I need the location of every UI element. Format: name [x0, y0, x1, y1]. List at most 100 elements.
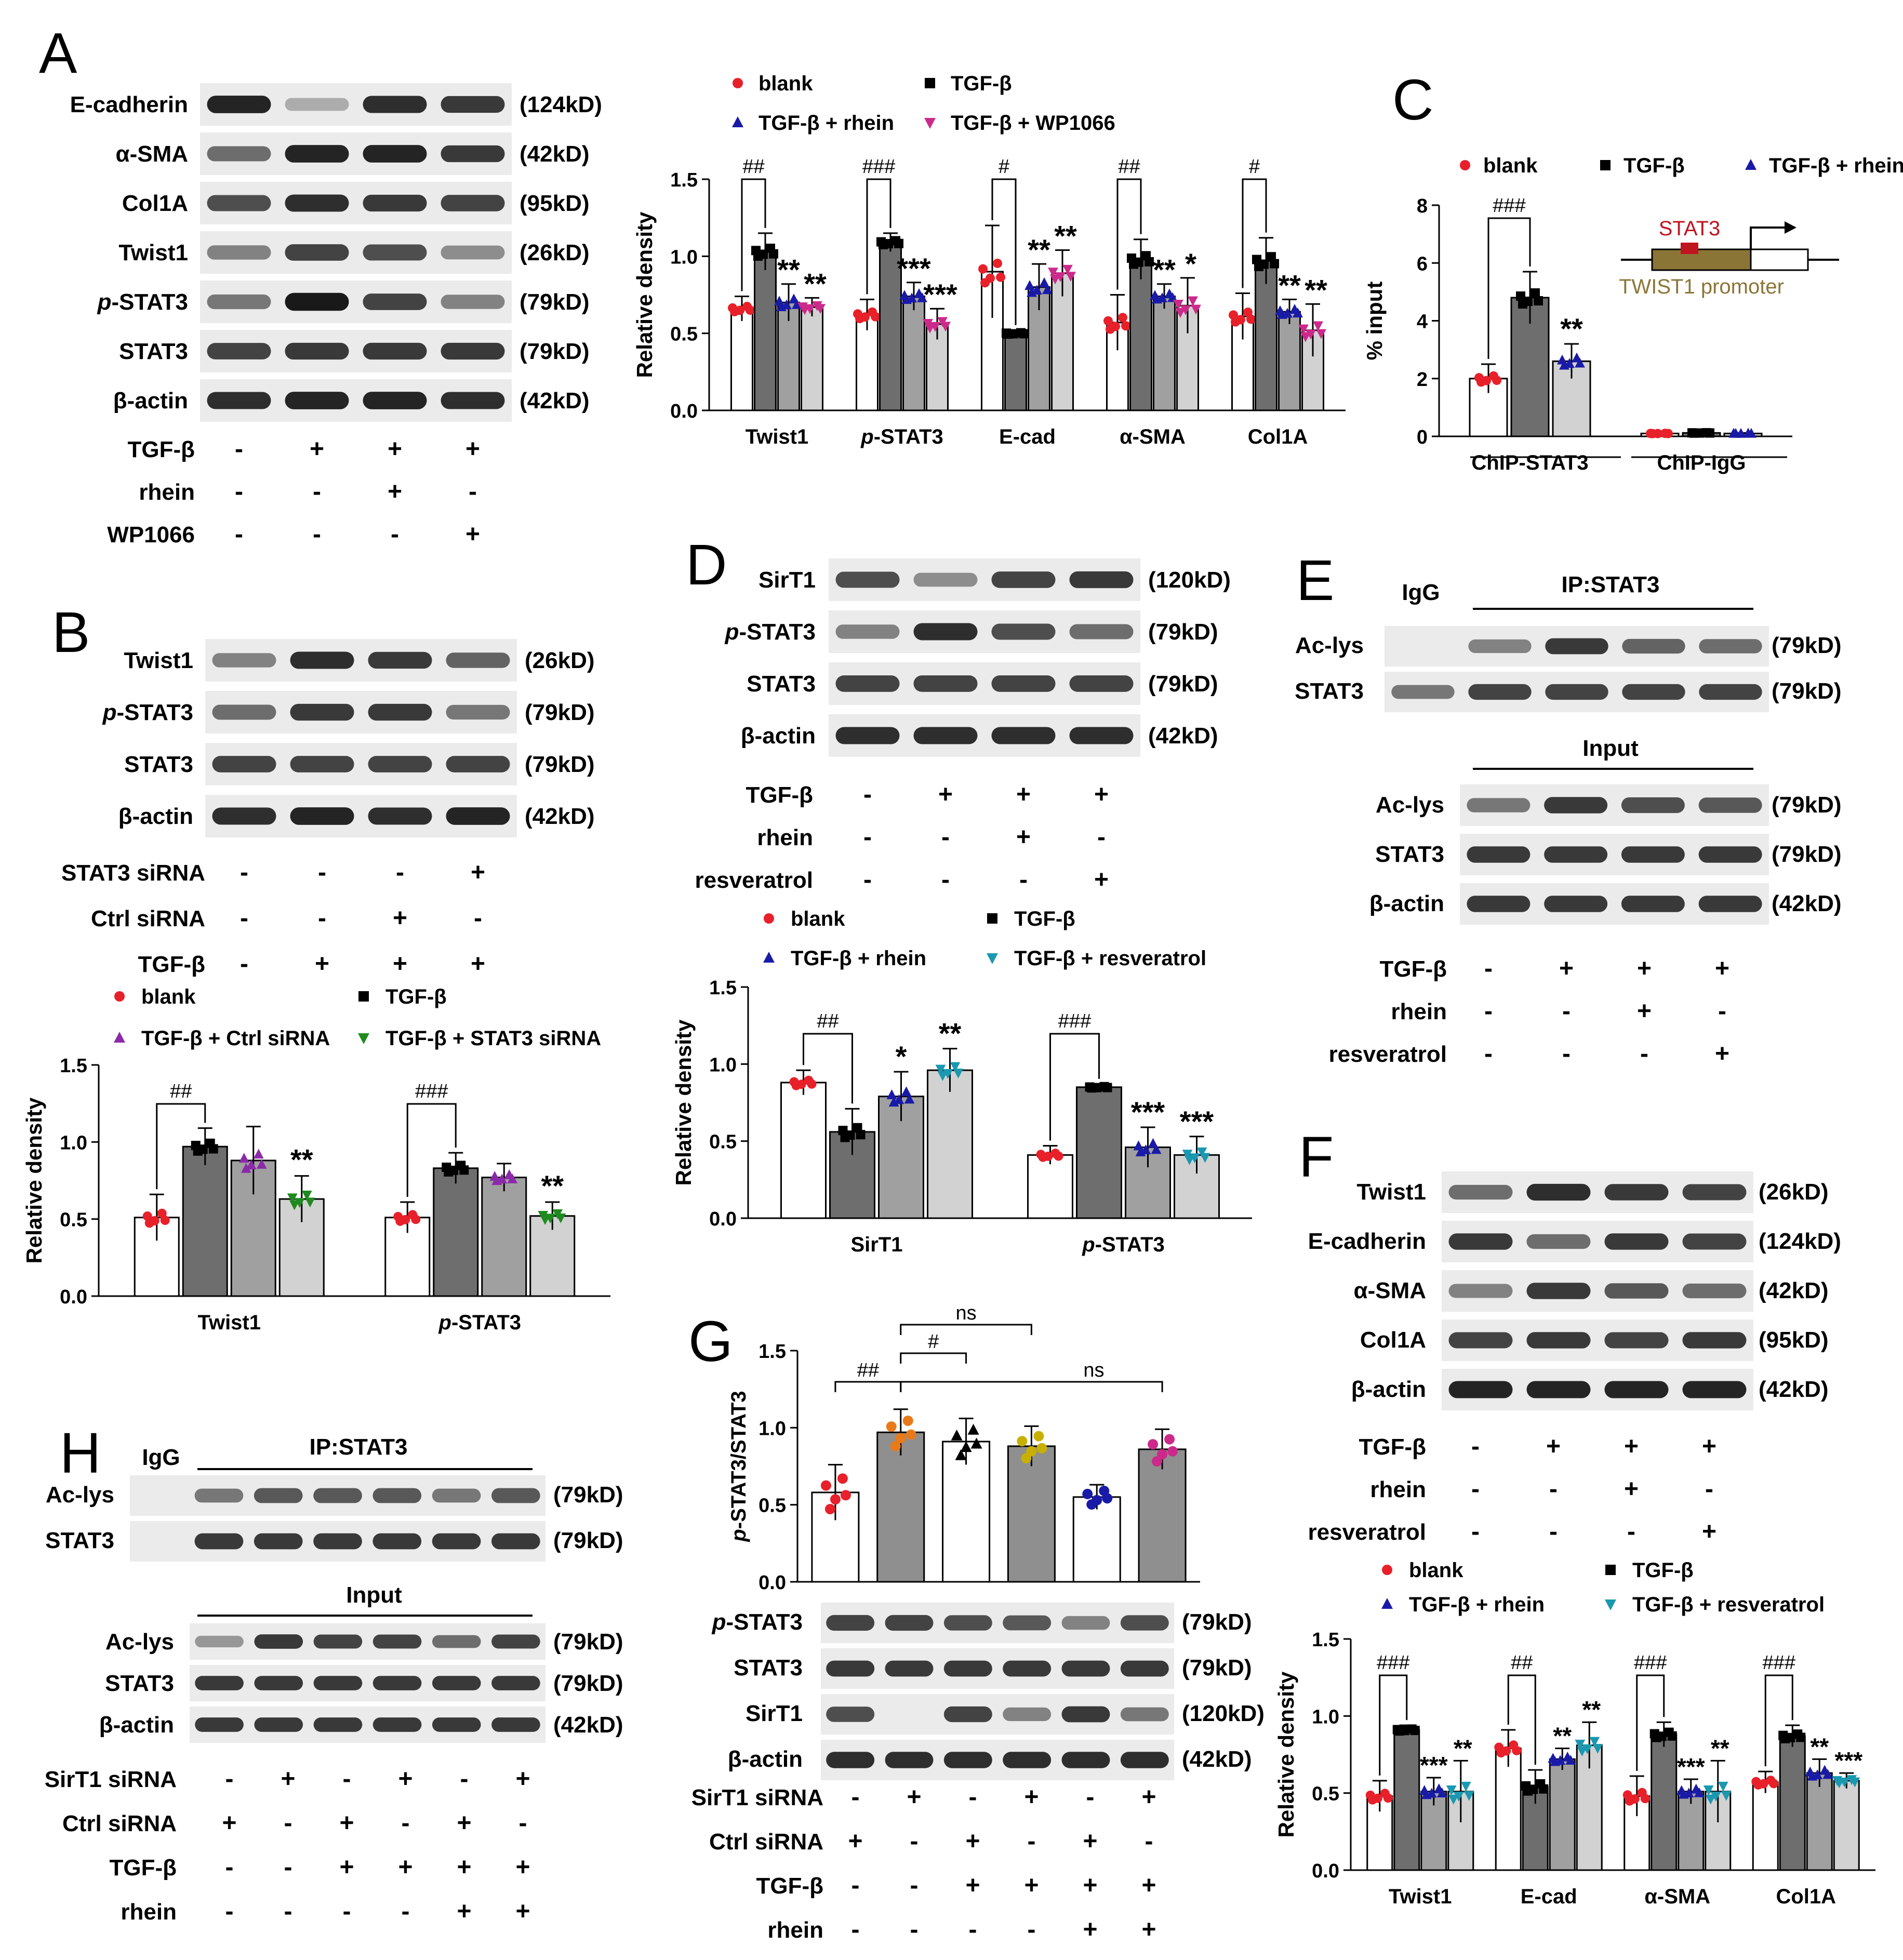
panelA-data-point — [1180, 305, 1191, 315]
panelG-data-point — [960, 1441, 972, 1452]
blot-band — [991, 727, 1056, 744]
panelA-data-point — [907, 292, 917, 303]
panelA-sig-star: ** — [1054, 219, 1077, 252]
panelF-data-point — [1640, 1794, 1650, 1804]
panelG-treatment-sign: - — [851, 1916, 860, 1943]
panelA-data-point — [1173, 299, 1183, 310]
blot-band — [913, 572, 978, 587]
panelH-input-row-label: β-actin — [99, 1712, 174, 1738]
blot-band — [1069, 624, 1134, 639]
panelC-data-point — [1736, 428, 1746, 438]
blot-band — [446, 704, 510, 720]
blot-band — [1682, 1332, 1747, 1349]
panelD-y-tick-label: 0.5 — [709, 1131, 737, 1153]
panelH-kd-label: (79kD) — [553, 1482, 623, 1508]
panelC-category-label: ChIP-IgG — [1657, 451, 1746, 474]
panelC-data-point — [1474, 373, 1484, 383]
panelH-treatment-sign: + — [515, 1854, 530, 1881]
panelD-data-point — [838, 1126, 848, 1136]
panelA-bar — [801, 306, 823, 411]
panelF-sig-star: ** — [1711, 1735, 1729, 1762]
italic-prefix: p — [97, 289, 112, 315]
panelG-data-point — [906, 1429, 916, 1440]
blot-band — [363, 96, 427, 113]
panelF-sig-bracket — [1379, 1674, 1408, 1776]
panelC-data-point — [1646, 429, 1655, 438]
panelF-bar — [1779, 1735, 1806, 1871]
panelE-kd-label: (42kD) — [1772, 891, 1842, 916]
panelF-data-point — [1400, 1726, 1409, 1736]
panelC-y-tick-label: 8 — [1417, 195, 1428, 217]
panelD-treatment-sign: + — [1016, 781, 1031, 808]
blot-band — [826, 1615, 875, 1631]
blot-band — [1003, 1615, 1052, 1631]
panelB-data-point — [256, 1158, 267, 1169]
panelG-sig-bracket — [900, 1352, 967, 1364]
blot-band — [1069, 727, 1134, 744]
blot-band — [254, 1676, 303, 1690]
panelA-treatment-label: TGF-β — [128, 437, 195, 462]
panelG-data-point — [1086, 1499, 1097, 1510]
panelB-data-point — [301, 1190, 312, 1201]
blot-band — [826, 1752, 875, 1768]
panelA-data-point — [894, 238, 903, 248]
panelG-y-tick-label: 0.5 — [758, 1495, 786, 1517]
panelB-sig-star: ** — [541, 1169, 564, 1202]
panelG-blot-strip — [821, 1603, 1174, 1643]
panelC-data-point — [1728, 428, 1739, 438]
panelG-treatment-sign: + — [1024, 1783, 1039, 1811]
blot-band — [254, 1488, 303, 1503]
blot-band — [1604, 1283, 1669, 1299]
panel-letter-F: F — [1299, 1125, 1334, 1189]
blot-band — [441, 245, 505, 260]
panelB-data-point — [238, 1153, 249, 1163]
panelD-treatment-label: TGF-β — [746, 782, 814, 808]
panelC-legend-label: blank — [1483, 154, 1538, 177]
panelA-data-point — [1042, 284, 1053, 295]
blot-band — [1526, 1234, 1591, 1249]
blot-band — [885, 1615, 934, 1631]
panelE-treatment-sign: + — [1637, 997, 1652, 1025]
panelB-data-point — [241, 1163, 251, 1173]
panelC-data-point — [1705, 428, 1714, 438]
panelH-treatment-sign: - — [460, 1765, 469, 1793]
panelA-treatment-label: rhein — [139, 479, 195, 505]
panelD-y-tick-label: 1.5 — [709, 977, 737, 999]
blot-band — [1604, 1381, 1669, 1398]
panelA-data-point — [993, 258, 1002, 268]
panelA-data-point — [1270, 259, 1279, 269]
panelF-sig-hash: ## — [1511, 1652, 1533, 1674]
italic-prefix: p — [727, 1529, 750, 1542]
panelA-data-point — [805, 304, 815, 314]
panelG-data-point — [886, 1421, 897, 1432]
panelA-data-point — [1150, 290, 1160, 300]
panelE-input-row-label: Ac-lys — [1376, 792, 1444, 818]
panelD-legend-marker — [987, 913, 997, 924]
panelA-category-label: p-STAT3 — [860, 425, 943, 448]
panelG-treatment-label: SirT1 siRNA — [691, 1785, 823, 1810]
panelF-bar — [1651, 1734, 1678, 1871]
panelD-treatment-sign: - — [941, 823, 950, 851]
panelD-data-point — [1102, 1083, 1112, 1092]
label-rest: -STAT3 — [739, 619, 816, 645]
panelD-y-tick-label: 0.0 — [709, 1208, 737, 1230]
panelF-bar — [1678, 1791, 1705, 1871]
panelF-data-point — [1630, 1794, 1640, 1804]
panelC-data-point — [1482, 376, 1491, 385]
italic-prefix: p — [725, 619, 739, 645]
panelF-data-point — [1676, 1785, 1687, 1795]
blot-band — [1682, 1283, 1747, 1299]
panelD-kd-label: (120kD) — [1148, 567, 1231, 593]
blot-band — [1698, 846, 1762, 863]
panelB-data-point — [442, 1162, 451, 1172]
panelB-data-point — [411, 1215, 421, 1224]
panelF-treatment-sign: + — [1702, 1518, 1716, 1545]
panelA-data-point — [1167, 292, 1178, 302]
blot-band — [1604, 1332, 1669, 1349]
panelA-bar — [730, 308, 753, 411]
panelC-y-axis-label: % input — [1362, 282, 1387, 361]
panelG-sig-label: ## — [857, 1359, 879, 1381]
panelH-input-blot-strip — [190, 1665, 545, 1701]
blot-band — [885, 1660, 934, 1677]
panelA-sig-bracket — [1242, 178, 1267, 288]
